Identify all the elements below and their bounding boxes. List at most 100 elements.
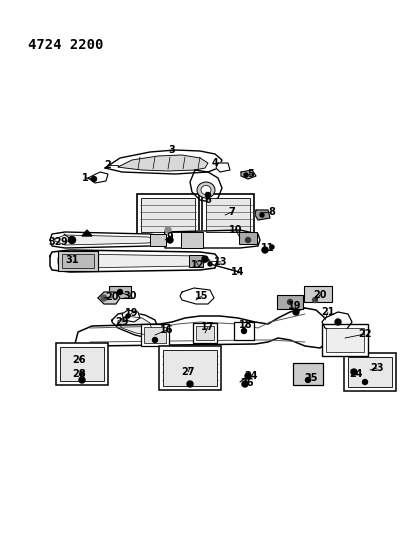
Bar bbox=[163, 350, 217, 386]
Polygon shape bbox=[118, 155, 208, 171]
Bar bbox=[277, 295, 303, 309]
Bar bbox=[234, 322, 254, 340]
Text: 23: 23 bbox=[370, 363, 384, 373]
Text: 22: 22 bbox=[358, 329, 372, 339]
Text: 9: 9 bbox=[61, 237, 67, 247]
Bar bbox=[293, 363, 323, 385]
Bar bbox=[304, 286, 332, 302]
Circle shape bbox=[202, 256, 208, 262]
Polygon shape bbox=[58, 254, 210, 268]
Text: 18: 18 bbox=[239, 320, 253, 330]
Polygon shape bbox=[105, 150, 222, 174]
Text: 12: 12 bbox=[191, 260, 205, 270]
Polygon shape bbox=[241, 170, 256, 179]
Circle shape bbox=[293, 309, 299, 315]
Ellipse shape bbox=[201, 185, 211, 195]
Bar bbox=[348, 357, 392, 387]
Bar bbox=[137, 194, 199, 236]
Circle shape bbox=[101, 295, 107, 301]
Circle shape bbox=[187, 381, 193, 387]
Circle shape bbox=[351, 369, 357, 375]
Circle shape bbox=[153, 337, 157, 343]
Text: 4724 2200: 4724 2200 bbox=[28, 38, 103, 52]
Text: 1: 1 bbox=[82, 173, 89, 183]
Circle shape bbox=[206, 192, 211, 198]
Text: 24: 24 bbox=[244, 371, 258, 381]
Bar bbox=[58, 251, 98, 271]
Text: 9: 9 bbox=[166, 232, 173, 242]
Bar bbox=[62, 254, 94, 268]
Polygon shape bbox=[216, 163, 230, 172]
Text: 15: 15 bbox=[195, 291, 209, 301]
Circle shape bbox=[288, 300, 293, 304]
Polygon shape bbox=[122, 310, 140, 322]
Text: 2: 2 bbox=[104, 160, 111, 170]
Polygon shape bbox=[75, 308, 330, 348]
Circle shape bbox=[270, 245, 274, 249]
Bar bbox=[196, 326, 214, 340]
Bar bbox=[109, 286, 131, 298]
Bar bbox=[150, 234, 166, 246]
Circle shape bbox=[91, 176, 97, 182]
Text: 29: 29 bbox=[115, 317, 129, 327]
Circle shape bbox=[260, 213, 264, 217]
Polygon shape bbox=[50, 250, 218, 272]
Polygon shape bbox=[82, 230, 92, 236]
Text: 11: 11 bbox=[261, 243, 275, 253]
Text: 24: 24 bbox=[349, 369, 363, 379]
Text: 32: 32 bbox=[48, 237, 62, 247]
Polygon shape bbox=[118, 316, 152, 335]
Text: 19: 19 bbox=[125, 308, 139, 318]
Text: 25: 25 bbox=[304, 373, 318, 383]
Polygon shape bbox=[163, 230, 260, 248]
Text: 31: 31 bbox=[65, 255, 79, 265]
Text: 10: 10 bbox=[229, 225, 243, 235]
Circle shape bbox=[167, 237, 173, 243]
Circle shape bbox=[246, 238, 251, 243]
Text: 4: 4 bbox=[212, 158, 218, 168]
Polygon shape bbox=[98, 292, 120, 304]
Text: 19: 19 bbox=[288, 301, 302, 311]
Polygon shape bbox=[190, 170, 222, 202]
Text: 6: 6 bbox=[205, 195, 211, 205]
Bar bbox=[189, 255, 203, 267]
Text: 21: 21 bbox=[321, 307, 335, 317]
Bar bbox=[206, 198, 250, 232]
Polygon shape bbox=[50, 232, 164, 248]
Text: 16: 16 bbox=[160, 325, 174, 335]
Bar bbox=[239, 232, 257, 244]
Text: 7: 7 bbox=[228, 207, 235, 217]
Circle shape bbox=[208, 262, 212, 266]
Text: 13: 13 bbox=[214, 257, 228, 267]
Bar bbox=[159, 346, 221, 390]
Bar bbox=[56, 343, 108, 385]
Polygon shape bbox=[88, 172, 108, 183]
Circle shape bbox=[126, 314, 130, 318]
Text: 26: 26 bbox=[240, 378, 254, 388]
Circle shape bbox=[362, 379, 368, 384]
Polygon shape bbox=[255, 210, 270, 220]
Ellipse shape bbox=[197, 182, 215, 198]
Polygon shape bbox=[180, 288, 214, 304]
Text: 26: 26 bbox=[72, 355, 86, 365]
Bar bbox=[202, 194, 254, 236]
Circle shape bbox=[118, 289, 122, 295]
Polygon shape bbox=[322, 312, 352, 332]
Text: 30: 30 bbox=[123, 291, 137, 301]
Circle shape bbox=[313, 297, 317, 303]
Circle shape bbox=[242, 381, 248, 387]
Bar bbox=[181, 232, 203, 248]
Text: 3: 3 bbox=[169, 145, 175, 155]
Bar bbox=[322, 324, 368, 356]
Bar bbox=[144, 327, 166, 343]
Circle shape bbox=[242, 328, 246, 334]
Polygon shape bbox=[55, 235, 158, 245]
Circle shape bbox=[306, 377, 310, 383]
Bar bbox=[193, 323, 217, 343]
Text: 28: 28 bbox=[72, 369, 86, 379]
Text: 27: 27 bbox=[181, 367, 195, 377]
Text: 17: 17 bbox=[201, 322, 215, 332]
Text: 20: 20 bbox=[105, 292, 119, 302]
Circle shape bbox=[245, 373, 251, 379]
Bar bbox=[141, 198, 195, 232]
